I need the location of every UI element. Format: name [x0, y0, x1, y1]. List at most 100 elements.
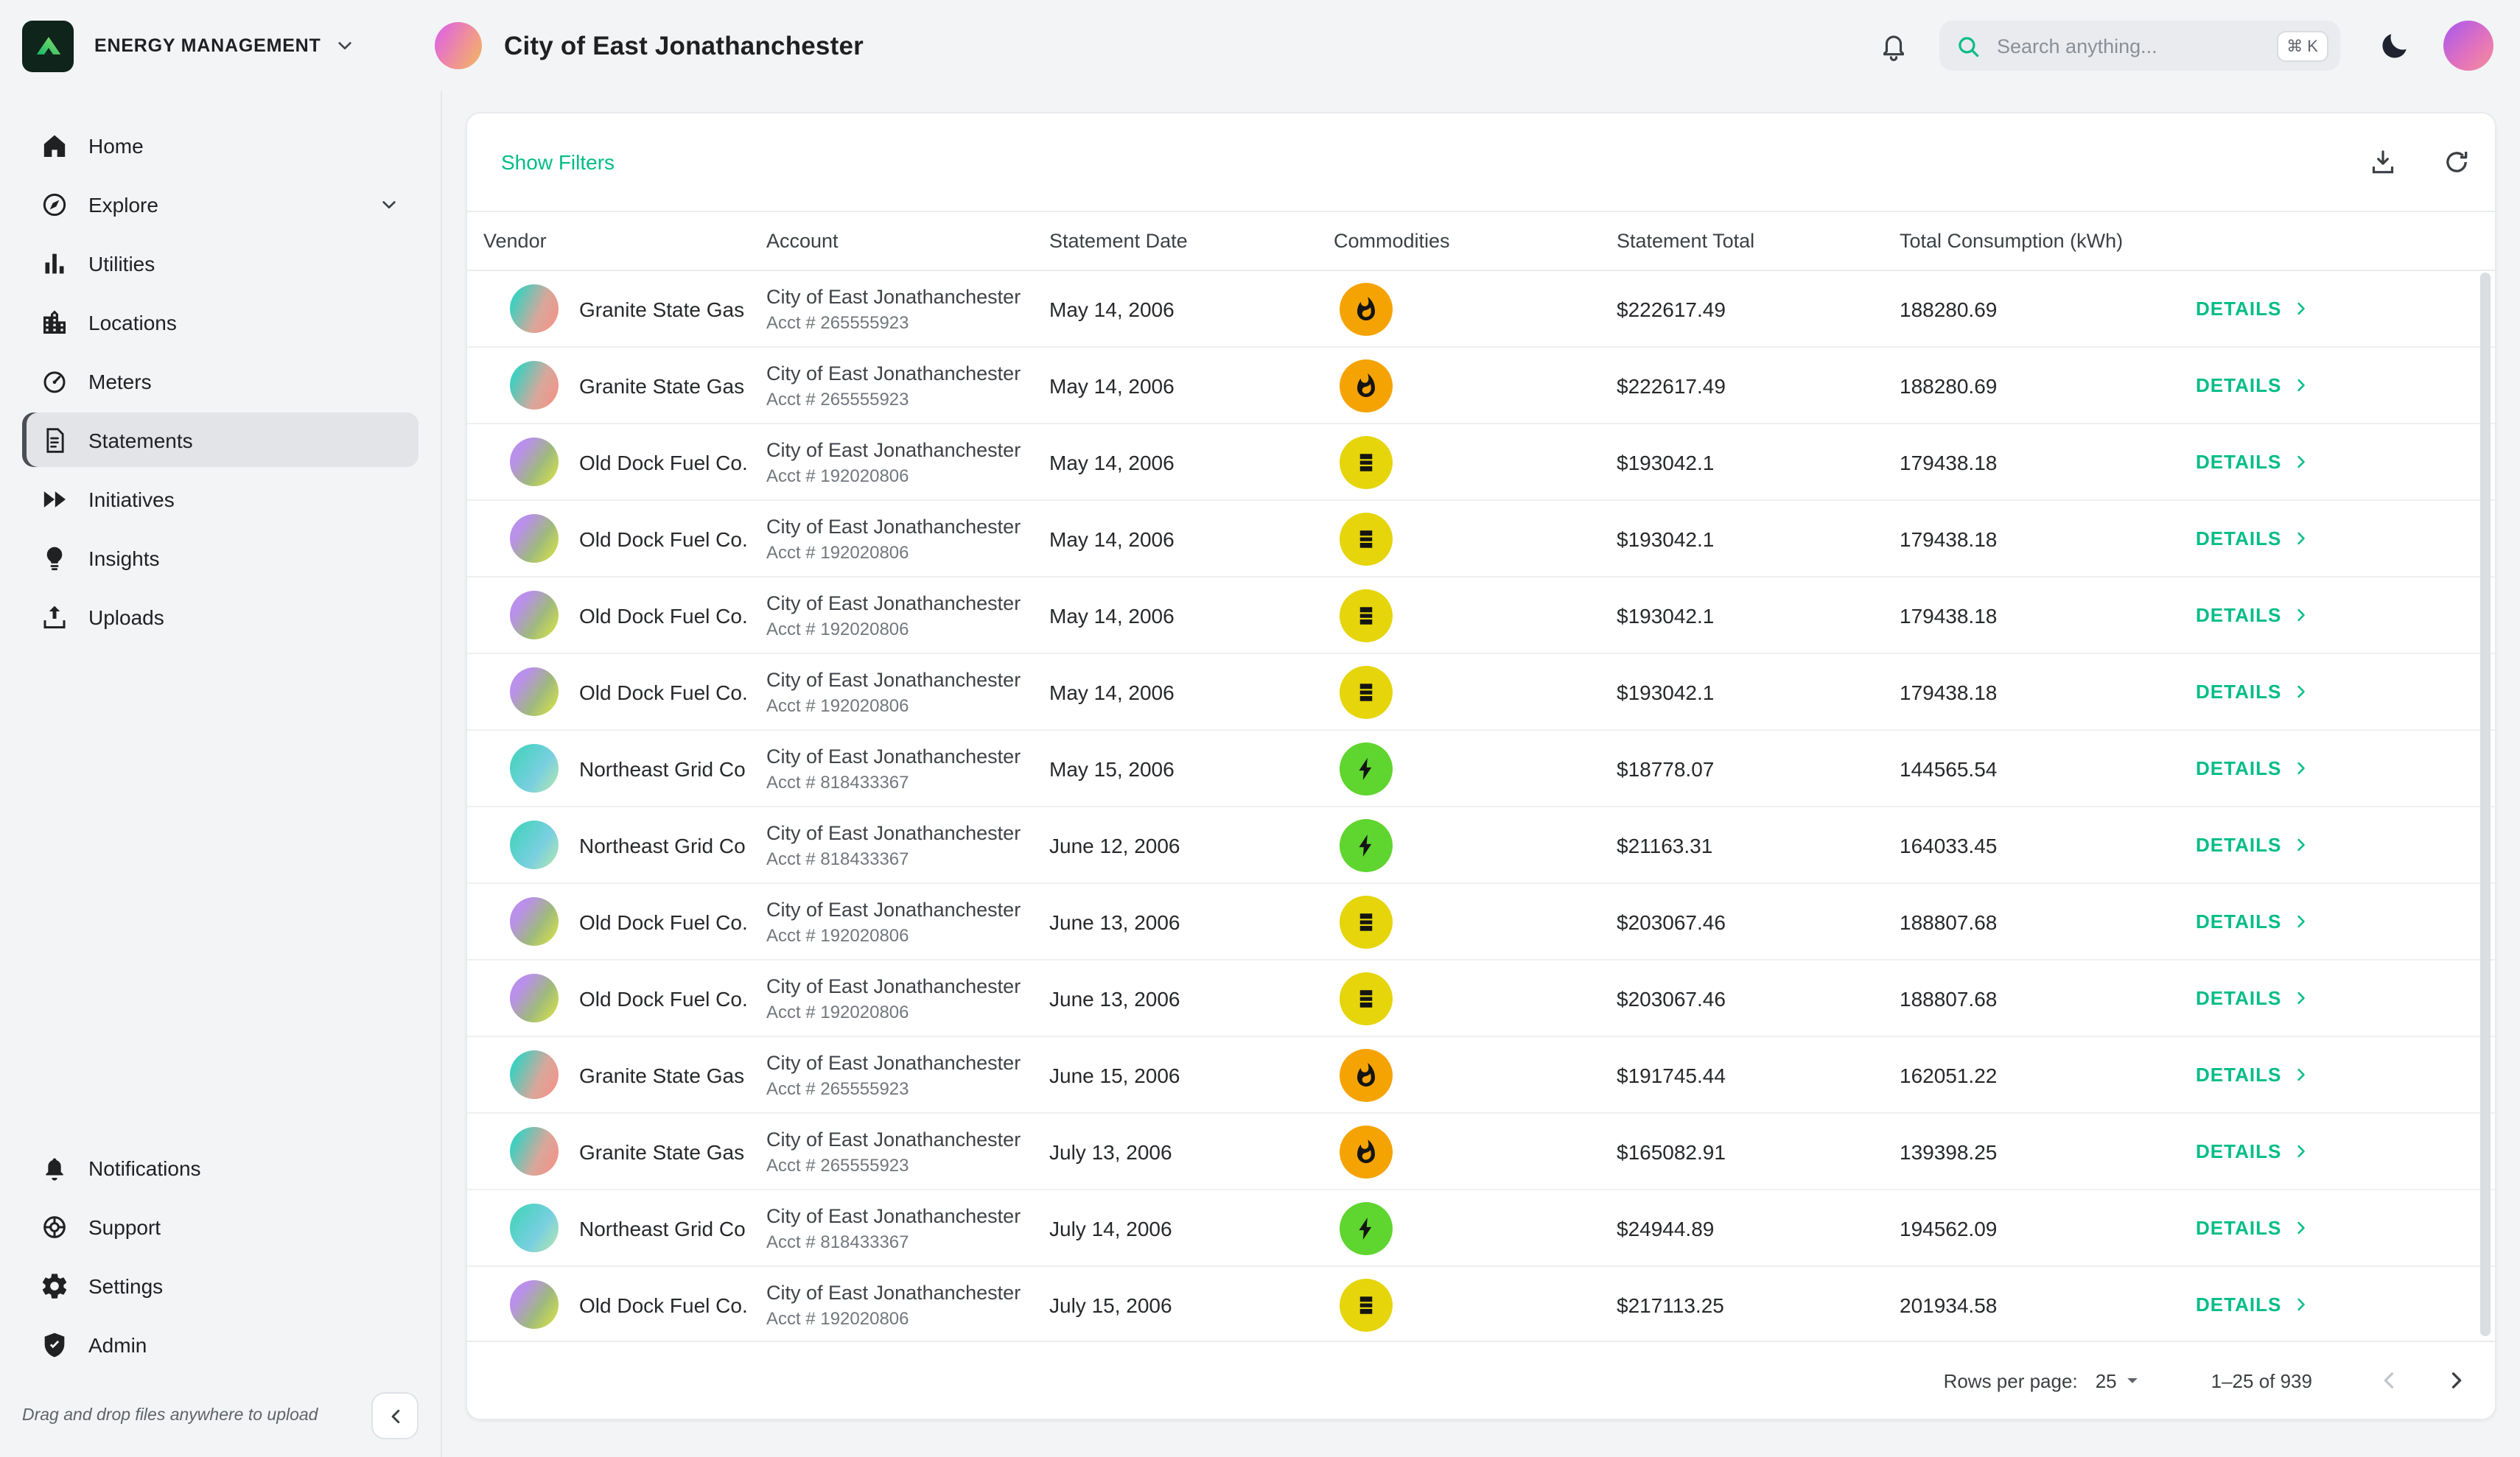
scrollbar[interactable]: [2480, 273, 2491, 1336]
statement-date: May 14, 2006: [1049, 450, 1175, 474]
details-button[interactable]: DETAILS: [2196, 603, 2312, 625]
utilities-icon: [40, 248, 69, 278]
org-switcher[interactable]: ENERGY MANAGEMENT: [94, 34, 357, 57]
account-cell: City of East Jonathanchester Acct # 2655…: [766, 1128, 1049, 1175]
sidebar-item-home[interactable]: Home: [22, 118, 419, 172]
chevron-right-icon: [2290, 680, 2312, 702]
details-cell: DETAILS: [2196, 1291, 2479, 1318]
details-button[interactable]: DETAILS: [2196, 910, 2312, 932]
account-number: Acct # 818433367: [766, 1231, 909, 1251]
details-button[interactable]: DETAILS: [2196, 527, 2312, 549]
caret-down-icon: [2120, 1367, 2146, 1394]
sidebar-item-uploads[interactable]: Uploads: [22, 589, 419, 644]
commodity-cell: [1334, 435, 1617, 488]
commodity-cell: [1334, 1278, 1617, 1331]
details-button[interactable]: DETAILS: [2196, 986, 2312, 1008]
details-cell: DETAILS: [2196, 755, 2479, 782]
topbar-right: ⌘ K: [1877, 21, 2493, 71]
previous-page-button[interactable]: [2374, 1366, 2404, 1395]
pagination-range-label: 1–25 of 939: [2211, 1369, 2312, 1391]
account-number: Acct # 192020806: [766, 924, 909, 945]
download-icon: [2368, 147, 2398, 177]
bell-icon: [40, 1153, 69, 1182]
sidebar-item-label: Settings: [88, 1274, 164, 1297]
next-page-button[interactable]: [2442, 1366, 2471, 1395]
sidebar-item-meters[interactable]: Meters: [22, 354, 419, 408]
details-button[interactable]: DETAILS: [2196, 1216, 2312, 1238]
app-logo[interactable]: [22, 20, 74, 71]
details-cell: DETAILS: [2196, 1138, 2479, 1165]
account-name: City of East Jonathanchester: [766, 438, 1021, 460]
account-cell: City of East Jonathanchester Acct # 1920…: [766, 438, 1049, 485]
sidebar-item-explore[interactable]: Explore: [22, 177, 419, 231]
moon-icon: [2379, 29, 2411, 62]
vendor-name: Old Dock Fuel Co.: [579, 603, 748, 627]
details-button[interactable]: DETAILS: [2196, 680, 2312, 702]
vendor-cell: Old Dock Fuel Co.: [483, 667, 766, 716]
download-button[interactable]: [2368, 147, 2398, 177]
vendor-cell: Old Dock Fuel Co.: [483, 897, 766, 946]
sidebar-item-label: Uploads: [88, 605, 164, 628]
table-row: Old Dock Fuel Co. City of East Jonathanc…: [467, 1267, 2495, 1344]
table-row: Old Dock Fuel Co. City of East Jonathanc…: [467, 424, 2495, 501]
vendor-avatar: [510, 438, 559, 486]
show-filters-button[interactable]: Show Filters: [501, 150, 615, 174]
search-box[interactable]: ⌘ K: [1939, 21, 2340, 71]
statement-total: $24944.89: [1617, 1216, 1715, 1240]
vendor-name: Granite State Gas: [579, 373, 745, 397]
chevron-right-icon: [2290, 603, 2312, 625]
statement-total: $222617.49: [1617, 373, 1726, 397]
table-header-row: Vendor Account Statement Date Commodities St…: [467, 211, 2495, 271]
vendor-avatar: [510, 1204, 559, 1252]
sidebar-collapse-button[interactable]: [371, 1392, 419, 1439]
commodity-cell: [1334, 1048, 1617, 1101]
title-group: City of East Jonathanchester: [435, 22, 864, 69]
details-button[interactable]: DETAILS: [2196, 833, 2312, 855]
details-button[interactable]: DETAILS: [2196, 756, 2312, 779]
topbar: ENERGY MANAGEMENT City of East Jonathanc…: [0, 0, 2520, 91]
details-button[interactable]: DETAILS: [2196, 373, 2312, 396]
oil-icon: [1340, 895, 1393, 948]
sidebar-item-notifications[interactable]: Notifications: [22, 1140, 419, 1195]
details-cell: DETAILS: [2196, 295, 2479, 322]
table-row: Old Dock Fuel Co. City of East Jonathanc…: [467, 654, 2495, 731]
sidebar-item-insights[interactable]: Insights: [22, 530, 419, 585]
chevron-right-icon: [2290, 910, 2312, 932]
dark-mode-toggle[interactable]: [2379, 29, 2411, 62]
account-cell: City of East Jonathanchester Acct # 1920…: [766, 515, 1049, 562]
sidebar-item-locations[interactable]: Locations: [22, 295, 419, 349]
chevron-right-icon: [2290, 986, 2312, 1008]
details-button[interactable]: DETAILS: [2196, 1063, 2312, 1085]
search-input[interactable]: [1994, 33, 2265, 58]
account-name: City of East Jonathanchester: [766, 1051, 1021, 1073]
sidebar-item-settings[interactable]: Settings: [22, 1258, 419, 1313]
details-button[interactable]: DETAILS: [2196, 297, 2312, 319]
sidebar-item-support[interactable]: Support: [22, 1199, 419, 1254]
table-row: Northeast Grid Co City of East Jonathanc…: [467, 807, 2495, 884]
bell-icon: [1877, 29, 1910, 62]
chevron-right-icon: [2290, 756, 2312, 779]
details-label: DETAILS: [2196, 1063, 2282, 1085]
rows-per-page-select[interactable]: 25: [2096, 1367, 2146, 1394]
sidebar-item-initiatives[interactable]: Initiatives: [22, 471, 419, 526]
profile-avatar[interactable]: [2443, 21, 2493, 71]
details-button[interactable]: DETAILS: [2196, 450, 2312, 472]
notifications-bell-button[interactable]: [1877, 29, 1910, 62]
account-name: City of East Jonathanchester: [766, 1128, 1021, 1150]
commodity-cell: [1334, 818, 1617, 871]
account-name: City of East Jonathanchester: [766, 1281, 1021, 1303]
vendor-name: Northeast Grid Co: [579, 1216, 746, 1240]
refresh-button[interactable]: [2442, 147, 2471, 177]
sidebar-item-utilities[interactable]: Utilities: [22, 236, 419, 290]
column-header-statement-total: Statement Total: [1617, 230, 1900, 252]
main-content: Show Filters Vendor Account Statement Date…: [442, 91, 2520, 1457]
details-button[interactable]: DETAILS: [2196, 1140, 2312, 1162]
sidebar-item-statements[interactable]: Statements: [22, 412, 419, 467]
details-cell: DETAILS: [2196, 1215, 2479, 1241]
vendor-avatar: [510, 974, 559, 1022]
vendor-cell: Old Dock Fuel Co.: [483, 438, 766, 486]
sidebar-item-admin[interactable]: Admin: [22, 1317, 419, 1372]
total-consumption: 139398.25: [1900, 1140, 1998, 1163]
details-button[interactable]: DETAILS: [2196, 1293, 2312, 1315]
vendor-cell: Old Dock Fuel Co.: [483, 514, 766, 563]
